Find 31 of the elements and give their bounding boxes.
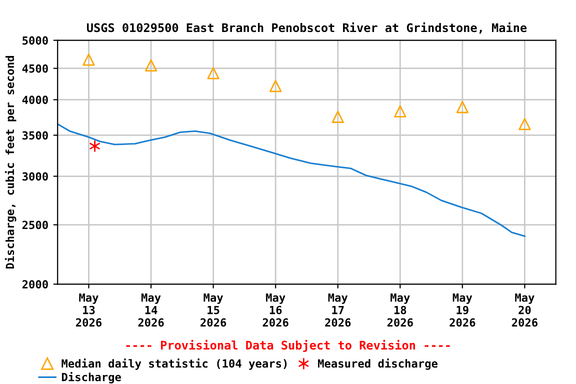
point [518,118,531,130]
x-tick-label: May 14 2026 [138,294,164,327]
y-tick-label: 4500 [22,64,48,73]
legend-label: Measured discharge [318,358,438,370]
legend-label: Median daily statistic (104 years) [62,358,287,370]
x-tick-label: May 13 2026 [76,294,102,327]
point [270,80,282,92]
point [82,54,95,66]
chart-title: USGS 01029500 East Branch Penobscot River at Grindstone, Maine [87,22,527,34]
x-tick-label: May 16 2026 [262,294,288,327]
y-tick-label: 2000 [22,280,48,289]
line-series [58,123,526,237]
legend-label: Discharge [62,372,121,384]
y-tick-label: 3000 [22,172,48,181]
text: ---- Provisional Data Subject to Revision ---- [126,340,450,352]
x-tick-label: May 18 2026 [387,294,413,327]
point [207,67,220,80]
x-tick-label: May 17 2026 [325,294,351,327]
x-tick-label: May 15 2026 [200,294,226,327]
x-tick-label: May 20 2026 [512,294,538,327]
y-tick-label: 2500 [22,220,48,230]
point [456,101,468,114]
y-tick-label: 5000 [22,36,48,45]
point [90,140,100,152]
y-tick-label: 4000 [22,96,48,104]
point [394,105,406,118]
y-axis-title: Discharge, cubic feet per second [4,56,16,269]
point [332,110,344,123]
x-tick-label: May 19 2026 [450,294,476,327]
point [144,59,158,72]
y-tick-label: 3500 [22,131,48,140]
